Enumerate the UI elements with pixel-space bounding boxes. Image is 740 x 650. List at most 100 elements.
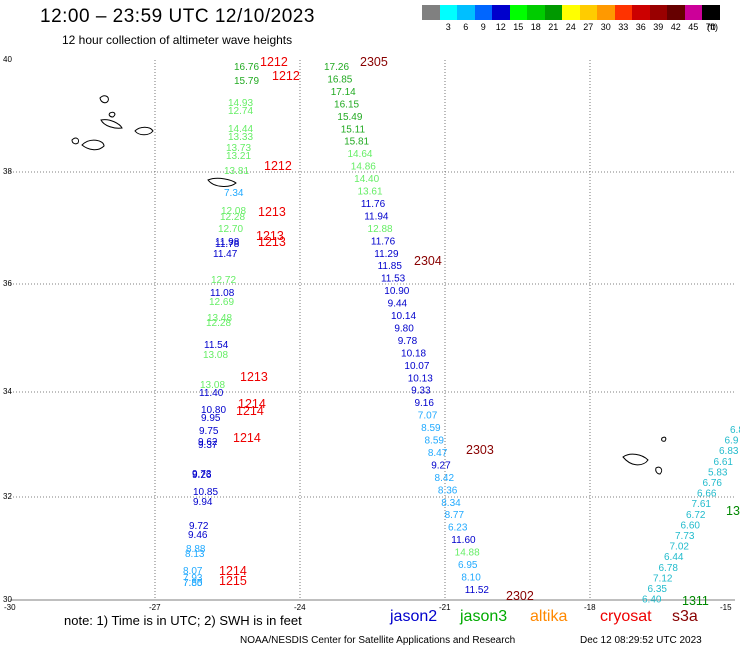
swh-label: 5.83 xyxy=(708,467,728,478)
swh-label: 7.02 xyxy=(670,542,690,553)
island-terceira xyxy=(134,126,154,136)
island-pico xyxy=(81,139,105,151)
lat-tick-label: 34 xyxy=(3,387,12,396)
swh-label: 8.77 xyxy=(445,510,465,521)
swh-label: 16.15 xyxy=(334,99,359,110)
legend-swatch: 70 xyxy=(702,5,720,32)
legend-swatch-label: 42 xyxy=(670,22,681,32)
swh-label: 9.72 xyxy=(189,521,209,532)
legend-swatch-label: 15 xyxy=(513,22,524,32)
legend-swatch: 27 xyxy=(579,5,597,32)
swh-label: 15.11 xyxy=(341,124,366,135)
swh-label: 6.61 xyxy=(714,457,734,468)
swh-label: 10.85 xyxy=(193,487,218,498)
legend-swatch: 42 xyxy=(667,5,685,32)
swh-label: 10.18 xyxy=(401,348,426,359)
swh-label: 12.74 xyxy=(228,106,253,117)
swh-label: 7.07 xyxy=(418,411,438,422)
time-tag: 1213 xyxy=(256,229,284,243)
swh-label: 7.12 xyxy=(653,573,673,584)
swh-label: 12.70 xyxy=(218,224,243,235)
lon-tick-label: -24 xyxy=(294,603,306,612)
satellite-altika: altika xyxy=(530,608,568,625)
time-tag: 1212 xyxy=(260,55,288,69)
legend-swatch-label: 30 xyxy=(600,22,611,32)
time-tag: 1213 xyxy=(258,205,286,219)
map-subtitle: 12 hour collection of altimeter wave hei… xyxy=(62,33,293,47)
legend-swatch: 30 xyxy=(597,5,615,32)
swh-label: 13.08 xyxy=(200,380,225,391)
lat-tick-label: 38 xyxy=(3,167,12,176)
time-tag: 1214 xyxy=(219,564,247,578)
swh-label: 11.53 xyxy=(381,274,406,285)
lon-tick-label: -27 xyxy=(149,603,161,612)
swh-label: 7.34 xyxy=(224,188,244,199)
legend-swatch-label: 27 xyxy=(583,22,594,32)
swh-label: 9.62 xyxy=(198,437,218,448)
satellite-jason3: jason3 xyxy=(460,608,508,625)
legend-swatch xyxy=(422,5,440,20)
lat-tick-label: 40 xyxy=(3,55,12,64)
time-tag: 1214 xyxy=(238,397,266,411)
swh-label: 11.76 xyxy=(361,199,386,210)
legend-swatch: 24 xyxy=(562,5,580,32)
satellite-cryosat: cryosat xyxy=(600,608,652,625)
swh-label: 8.88 xyxy=(186,544,206,555)
lat-tick-label: 32 xyxy=(3,492,12,501)
lon-tick-label: -21 xyxy=(439,603,451,612)
swh-label: 12.69 xyxy=(209,297,234,308)
time-tag: 1213 xyxy=(258,235,286,249)
swh-label: 11.40 xyxy=(199,388,224,399)
time-tag: 1214 xyxy=(233,431,261,445)
swh-label: 13.48 xyxy=(207,313,232,324)
swh-label: 8.36 xyxy=(438,485,458,496)
swh-label: 13.33 xyxy=(228,132,253,143)
swh-label: 11.54 xyxy=(204,340,229,351)
swh-label: 6.72 xyxy=(686,510,706,521)
legend-swatch-label: 70 xyxy=(705,22,716,32)
swh-label: 11.76 xyxy=(371,236,396,247)
swh-label: 15.81 xyxy=(344,137,369,148)
swh-label: 11.29 xyxy=(374,249,399,260)
swh-label: 16.85 xyxy=(327,74,352,85)
swh-label: 14.86 xyxy=(351,162,376,173)
swh-label: 9.16 xyxy=(414,398,434,409)
legend-swatch-label: 33 xyxy=(618,22,629,32)
swh-label: 11.94 xyxy=(364,211,389,222)
swh-label: 13.61 xyxy=(358,187,383,198)
time-tag: 2304 xyxy=(414,254,442,268)
azores-islands xyxy=(71,95,667,475)
island-faial xyxy=(71,137,79,145)
footer-note: note: 1) Time is in UTC; 2) SWH is in fe… xyxy=(64,613,302,628)
lon-tick-label: -18 xyxy=(584,603,596,612)
island-desertas xyxy=(655,466,663,475)
swh-label: 6.76 xyxy=(703,478,723,489)
island-porto-santo xyxy=(661,436,667,442)
island-madeira xyxy=(622,453,649,466)
swh-label: 7.73 xyxy=(675,531,695,542)
swh-label: 10.13 xyxy=(408,373,433,384)
legend-swatch-label: 18 xyxy=(530,22,541,32)
map-title: 12:00 – 23:59 UTC 12/10/2023 xyxy=(40,6,315,27)
swh-label: 15.79 xyxy=(234,76,259,87)
island-flores xyxy=(99,95,109,104)
island-sao-jorge xyxy=(100,119,123,129)
swh-label: 10.07 xyxy=(404,361,429,372)
swh-label: 6.9 xyxy=(725,436,739,447)
swh-label: 9.78 xyxy=(398,336,418,347)
legend-swatch: 33 xyxy=(614,5,632,32)
swh-label: 6.66 xyxy=(697,489,717,500)
legend-swatch: 6 xyxy=(457,5,475,32)
time-tag: 2302 xyxy=(506,589,534,603)
swh-label: 9.27 xyxy=(431,460,451,471)
time-tag: 2303 xyxy=(466,443,494,457)
swh-label: 6.40 xyxy=(642,595,662,606)
swh-label: 10.90 xyxy=(384,286,409,297)
lat-tick-label: 30 xyxy=(3,595,12,604)
swh-label: 8.47 xyxy=(428,448,448,459)
swh-label: 9.33 xyxy=(411,386,431,397)
lon-tick-label: -30 xyxy=(4,603,16,612)
time-tag: 1213 xyxy=(240,370,268,384)
time-tag: 1212 xyxy=(264,159,292,173)
